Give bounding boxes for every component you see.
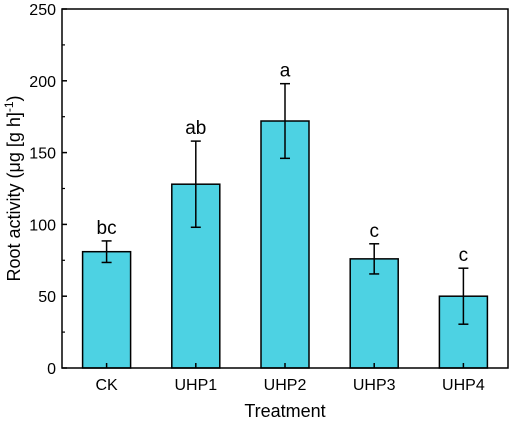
x-tick-label: UHP4 (442, 377, 485, 394)
error-bar-uhp4 (458, 267, 469, 325)
y-tick-label: 0 (47, 361, 56, 378)
x-tick-label: UHP3 (353, 377, 396, 394)
x-axis-title: Treatment (244, 401, 325, 421)
y-tick-label: 200 (29, 74, 56, 91)
bar-uhp2 (260, 120, 310, 369)
plot-area: bc ab a c c (81, 61, 489, 369)
bar-ck (81, 250, 132, 369)
y-tick-label: 250 (29, 2, 56, 19)
x-tick-label: CK (95, 377, 118, 394)
y-tick-label: 50 (38, 289, 56, 306)
y-axis-title-close: ) (4, 95, 24, 101)
significance-label-uhp1: ab (185, 118, 206, 139)
error-bar-uhp2 (280, 82, 290, 160)
bar-uhp3 (349, 258, 399, 369)
y-tick-label: 150 (29, 146, 56, 163)
y-axis-title-main: Root activity (μg [g h] (4, 112, 24, 281)
error-bar-ck (101, 240, 112, 264)
significance-label-ck: bc (97, 218, 117, 239)
y-axis-title: Root activity (μg [g h]-1) (2, 95, 24, 281)
x-tick-label: UHP2 (264, 377, 307, 394)
significance-label-uhp4: c (459, 245, 469, 266)
error-bar-uhp3 (369, 243, 380, 275)
error-bar-uhp1 (190, 140, 201, 229)
significance-label-uhp2: a (280, 61, 291, 82)
y-axis: 0 50 100 150 200 250 (29, 2, 67, 378)
y-tick-label: 100 (29, 217, 56, 234)
x-axis: CK UHP1 UHP2 UHP3 UHP4 (95, 363, 485, 394)
x-tick-label: UHP1 (174, 377, 217, 394)
y-axis-title-superscript: -1 (2, 101, 16, 112)
significance-label-uhp3: c (369, 221, 379, 242)
